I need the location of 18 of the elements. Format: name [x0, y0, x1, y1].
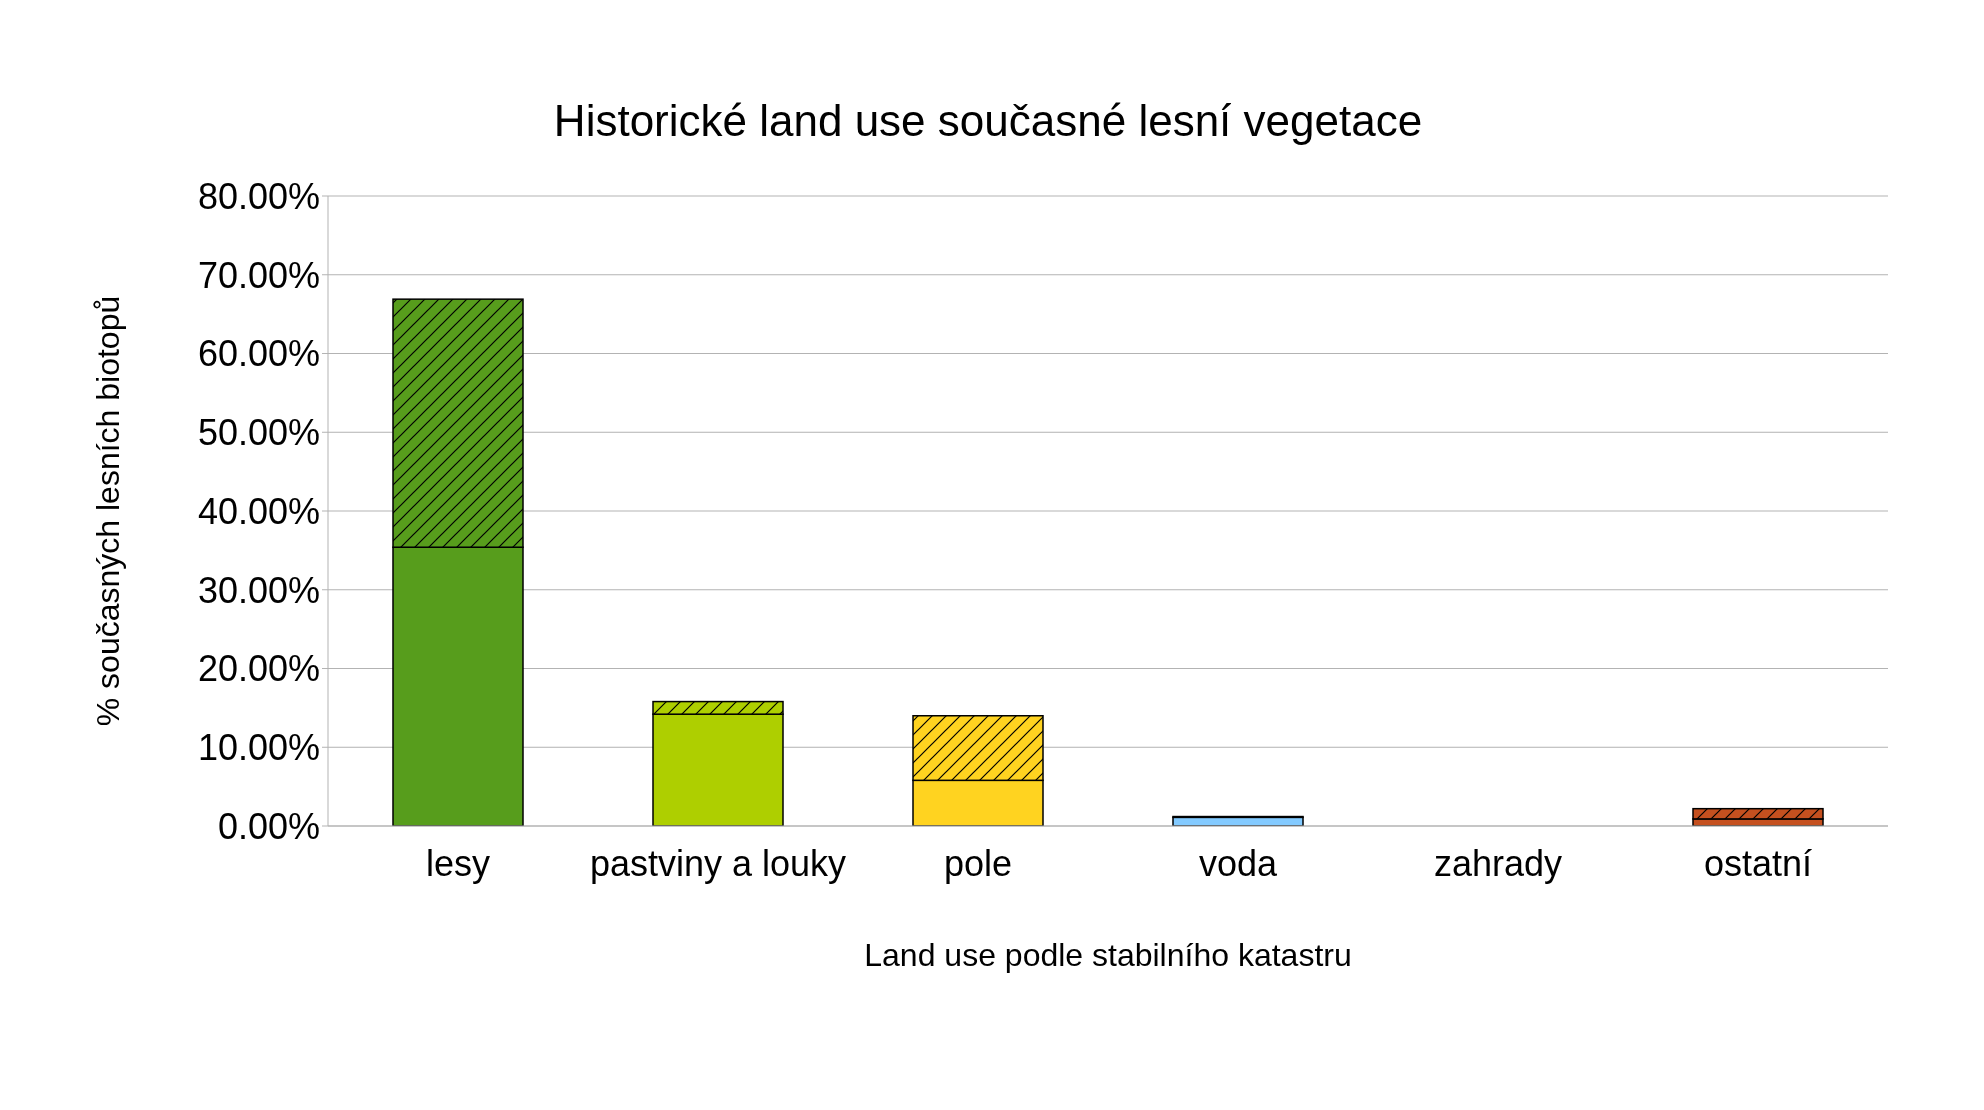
- y-tick-label: 60.00%: [197, 333, 320, 375]
- y-tick-label: 50.00%: [197, 412, 320, 454]
- y-tick-label: 10.00%: [197, 727, 320, 769]
- x-tick-label: lesy: [425, 842, 491, 884]
- y-tick-label: 70.00%: [197, 254, 320, 296]
- y-axis-title: % současných lesních biotopů: [90, 295, 127, 727]
- y-tick-label: 30.00%: [197, 569, 320, 611]
- y-tick-label: 20.00%: [197, 648, 320, 690]
- x-tick-label: zahrady: [1433, 842, 1563, 884]
- x-tick-label: voda: [1198, 842, 1278, 884]
- x-axis-title: Land use podle stabilního katastru: [864, 937, 1352, 973]
- y-tick-label: 0.00%: [217, 805, 320, 847]
- x-tick-label: pastviny a louky: [589, 842, 847, 884]
- chart-title: Historické land use současné lesní vegetace: [552, 95, 1424, 147]
- y-tick-label: 40.00%: [197, 490, 320, 532]
- x-tick-label: ostatní: [1703, 842, 1813, 884]
- x-tick-label: pole: [943, 842, 1013, 884]
- y-tick-label: 80.00%: [197, 175, 320, 217]
